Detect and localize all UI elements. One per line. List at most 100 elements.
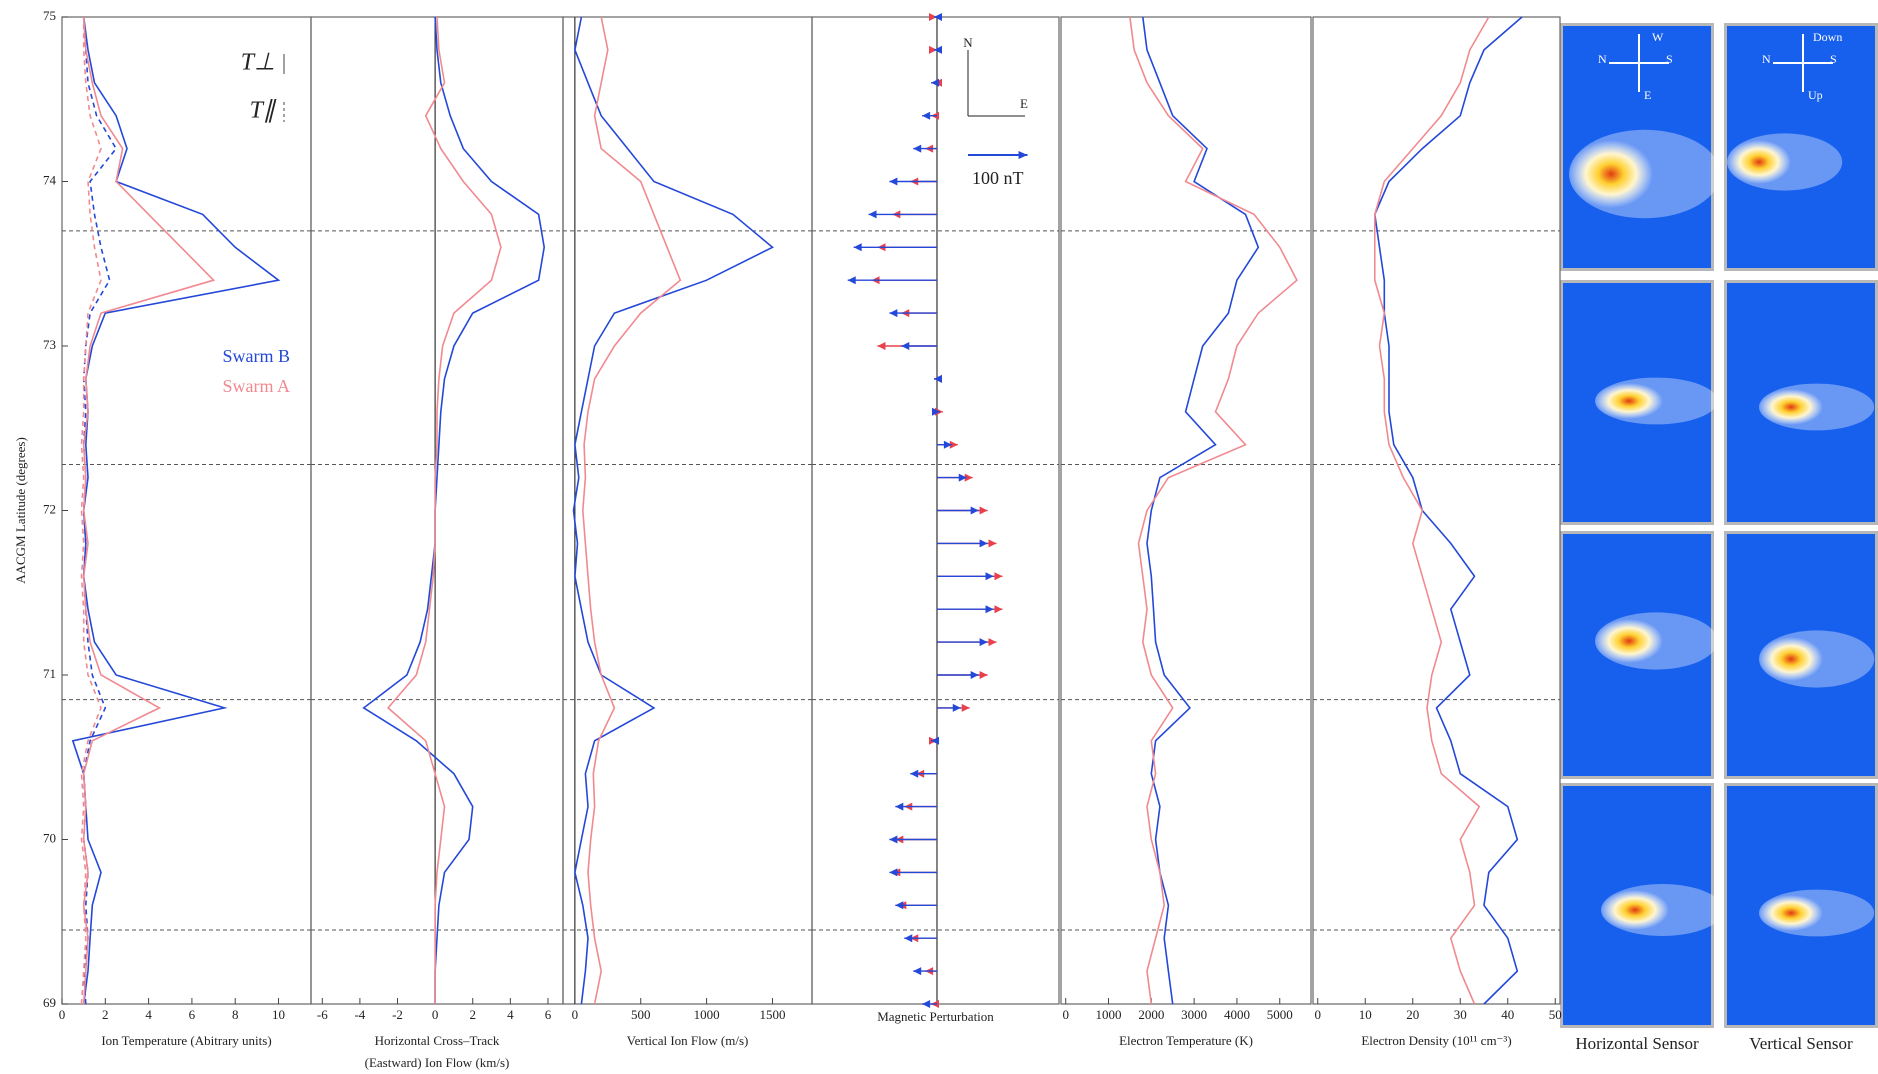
arrow-head	[985, 572, 994, 581]
arrow-head	[961, 703, 970, 712]
x-axis-label: Vertical Ion Flow (m/s)	[627, 1033, 749, 1048]
series-line	[1373, 16, 1523, 1005]
arrow-head	[970, 671, 979, 679]
sensor-blob	[1595, 383, 1663, 419]
arrow-head	[922, 1000, 931, 1008]
sensor-label: Vertical Sensor	[1749, 1034, 1853, 1053]
arrow-head	[931, 736, 940, 745]
arrow-head	[928, 13, 937, 21]
arrow-head	[889, 309, 898, 318]
arrow-head	[970, 506, 979, 515]
series-line	[1374, 16, 1490, 1005]
arrow-head	[934, 374, 943, 383]
sensor-blob	[1759, 895, 1823, 931]
compass-label: W	[1652, 30, 1664, 44]
arrow-head	[988, 638, 997, 647]
scale-label: 100 nT	[972, 168, 1024, 188]
sensor-label: Horizontal Sensor	[1575, 1034, 1699, 1053]
arrow-head	[922, 111, 931, 120]
x-tick-label: 0	[432, 1007, 439, 1022]
arrow-head	[913, 144, 922, 153]
sensor-blob	[1601, 890, 1669, 930]
panel-frame	[811, 16, 1060, 1005]
y-tick-label: 69	[43, 995, 56, 1010]
x-tick-label: 1000	[1096, 1007, 1122, 1022]
x-tick-label: 20	[1406, 1007, 1419, 1022]
arrow-head	[979, 506, 988, 515]
x-tick-label: 4	[507, 1007, 514, 1022]
x-tick-label: 4	[145, 1007, 152, 1022]
arrow-head	[958, 473, 967, 482]
y-tick-label: 74	[43, 172, 57, 187]
x-tick-label: 0	[1315, 1007, 1322, 1022]
arrow-head	[895, 802, 904, 811]
x-tick-label: -4	[354, 1007, 365, 1022]
horizontal-compass: W N S E	[1598, 30, 1673, 102]
arrow-head	[994, 605, 1003, 614]
x-tick-label: 40	[1501, 1007, 1514, 1022]
panel-frame	[1312, 16, 1561, 1005]
compass-label: E	[1020, 96, 1028, 111]
x-tick-label: 30	[1454, 1007, 1467, 1022]
series-line	[82, 16, 118, 1005]
x-tick-label: 5000	[1267, 1007, 1293, 1022]
sensor-images	[1560, 23, 1878, 1028]
series-line	[581, 16, 682, 1005]
arrow-head	[1018, 151, 1028, 159]
y-axis-label: AACGM Latitude (degrees)	[13, 437, 28, 584]
arrow-head	[931, 407, 940, 416]
sensor-blob	[1569, 140, 1653, 208]
x-axis-label: Electron Density (10¹¹ cm⁻³)	[1361, 1033, 1511, 1048]
x-tick-label: 4000	[1224, 1007, 1250, 1022]
panel-frame	[1060, 16, 1312, 1005]
series-line	[386, 16, 502, 1004]
compass-label: N	[1598, 52, 1607, 66]
x-tick-label: 6	[545, 1007, 552, 1022]
x-tick-label: 2	[469, 1007, 476, 1022]
arrow-head	[994, 572, 1003, 581]
x-tick-label: 10	[1359, 1007, 1372, 1022]
panel-frame	[562, 16, 813, 1005]
x-tick-label: 8	[232, 1007, 239, 1022]
series-line	[362, 16, 546, 1004]
arrow-head	[895, 901, 904, 910]
panel-frame	[310, 16, 564, 1005]
legend-label: Swarm A	[223, 376, 291, 396]
arrow-head	[904, 934, 913, 943]
arrow-head	[979, 671, 988, 679]
arrow-head	[943, 440, 952, 449]
x-axis-label: Magnetic Perturbation	[877, 1009, 994, 1024]
series-line	[82, 16, 216, 1005]
arrow-head	[901, 342, 910, 350]
x-tick-label: 0	[572, 1007, 579, 1022]
arrow-head	[934, 45, 943, 54]
x-axis-label: Horizontal Cross–Track	[375, 1033, 500, 1048]
compass-label: S	[1666, 52, 1673, 66]
y-tick-label: 72	[43, 501, 56, 516]
compass-label: Down	[1813, 30, 1842, 44]
arrow-head	[847, 276, 856, 285]
x-tick-label: 10	[272, 1007, 285, 1022]
arrow-head	[889, 177, 898, 186]
x-tick-label: -2	[392, 1007, 403, 1022]
x-axis-label: Electron Temperature (K)	[1119, 1033, 1253, 1048]
arrow-head	[889, 835, 898, 844]
arrow-head	[964, 473, 973, 482]
sensor-blob	[1759, 637, 1823, 681]
arrow-head	[868, 210, 877, 219]
x-axis-label: (Eastward) Ion Flow (km/s)	[365, 1055, 510, 1070]
arrow-head	[985, 605, 994, 614]
arrow-head	[877, 342, 886, 350]
arrow-head	[934, 13, 943, 21]
line-style-label: T∥	[250, 98, 277, 124]
x-tick-label: -6	[317, 1007, 328, 1022]
arrow-head	[889, 868, 898, 877]
x-tick-label: 0	[59, 1007, 66, 1022]
vertical-compass: Down N S Up	[1762, 30, 1842, 102]
compass-label: S	[1830, 52, 1837, 66]
series-line	[1129, 16, 1298, 1005]
arrow-head	[949, 440, 958, 449]
arrow-head	[952, 703, 961, 712]
arrow-head	[988, 539, 997, 548]
